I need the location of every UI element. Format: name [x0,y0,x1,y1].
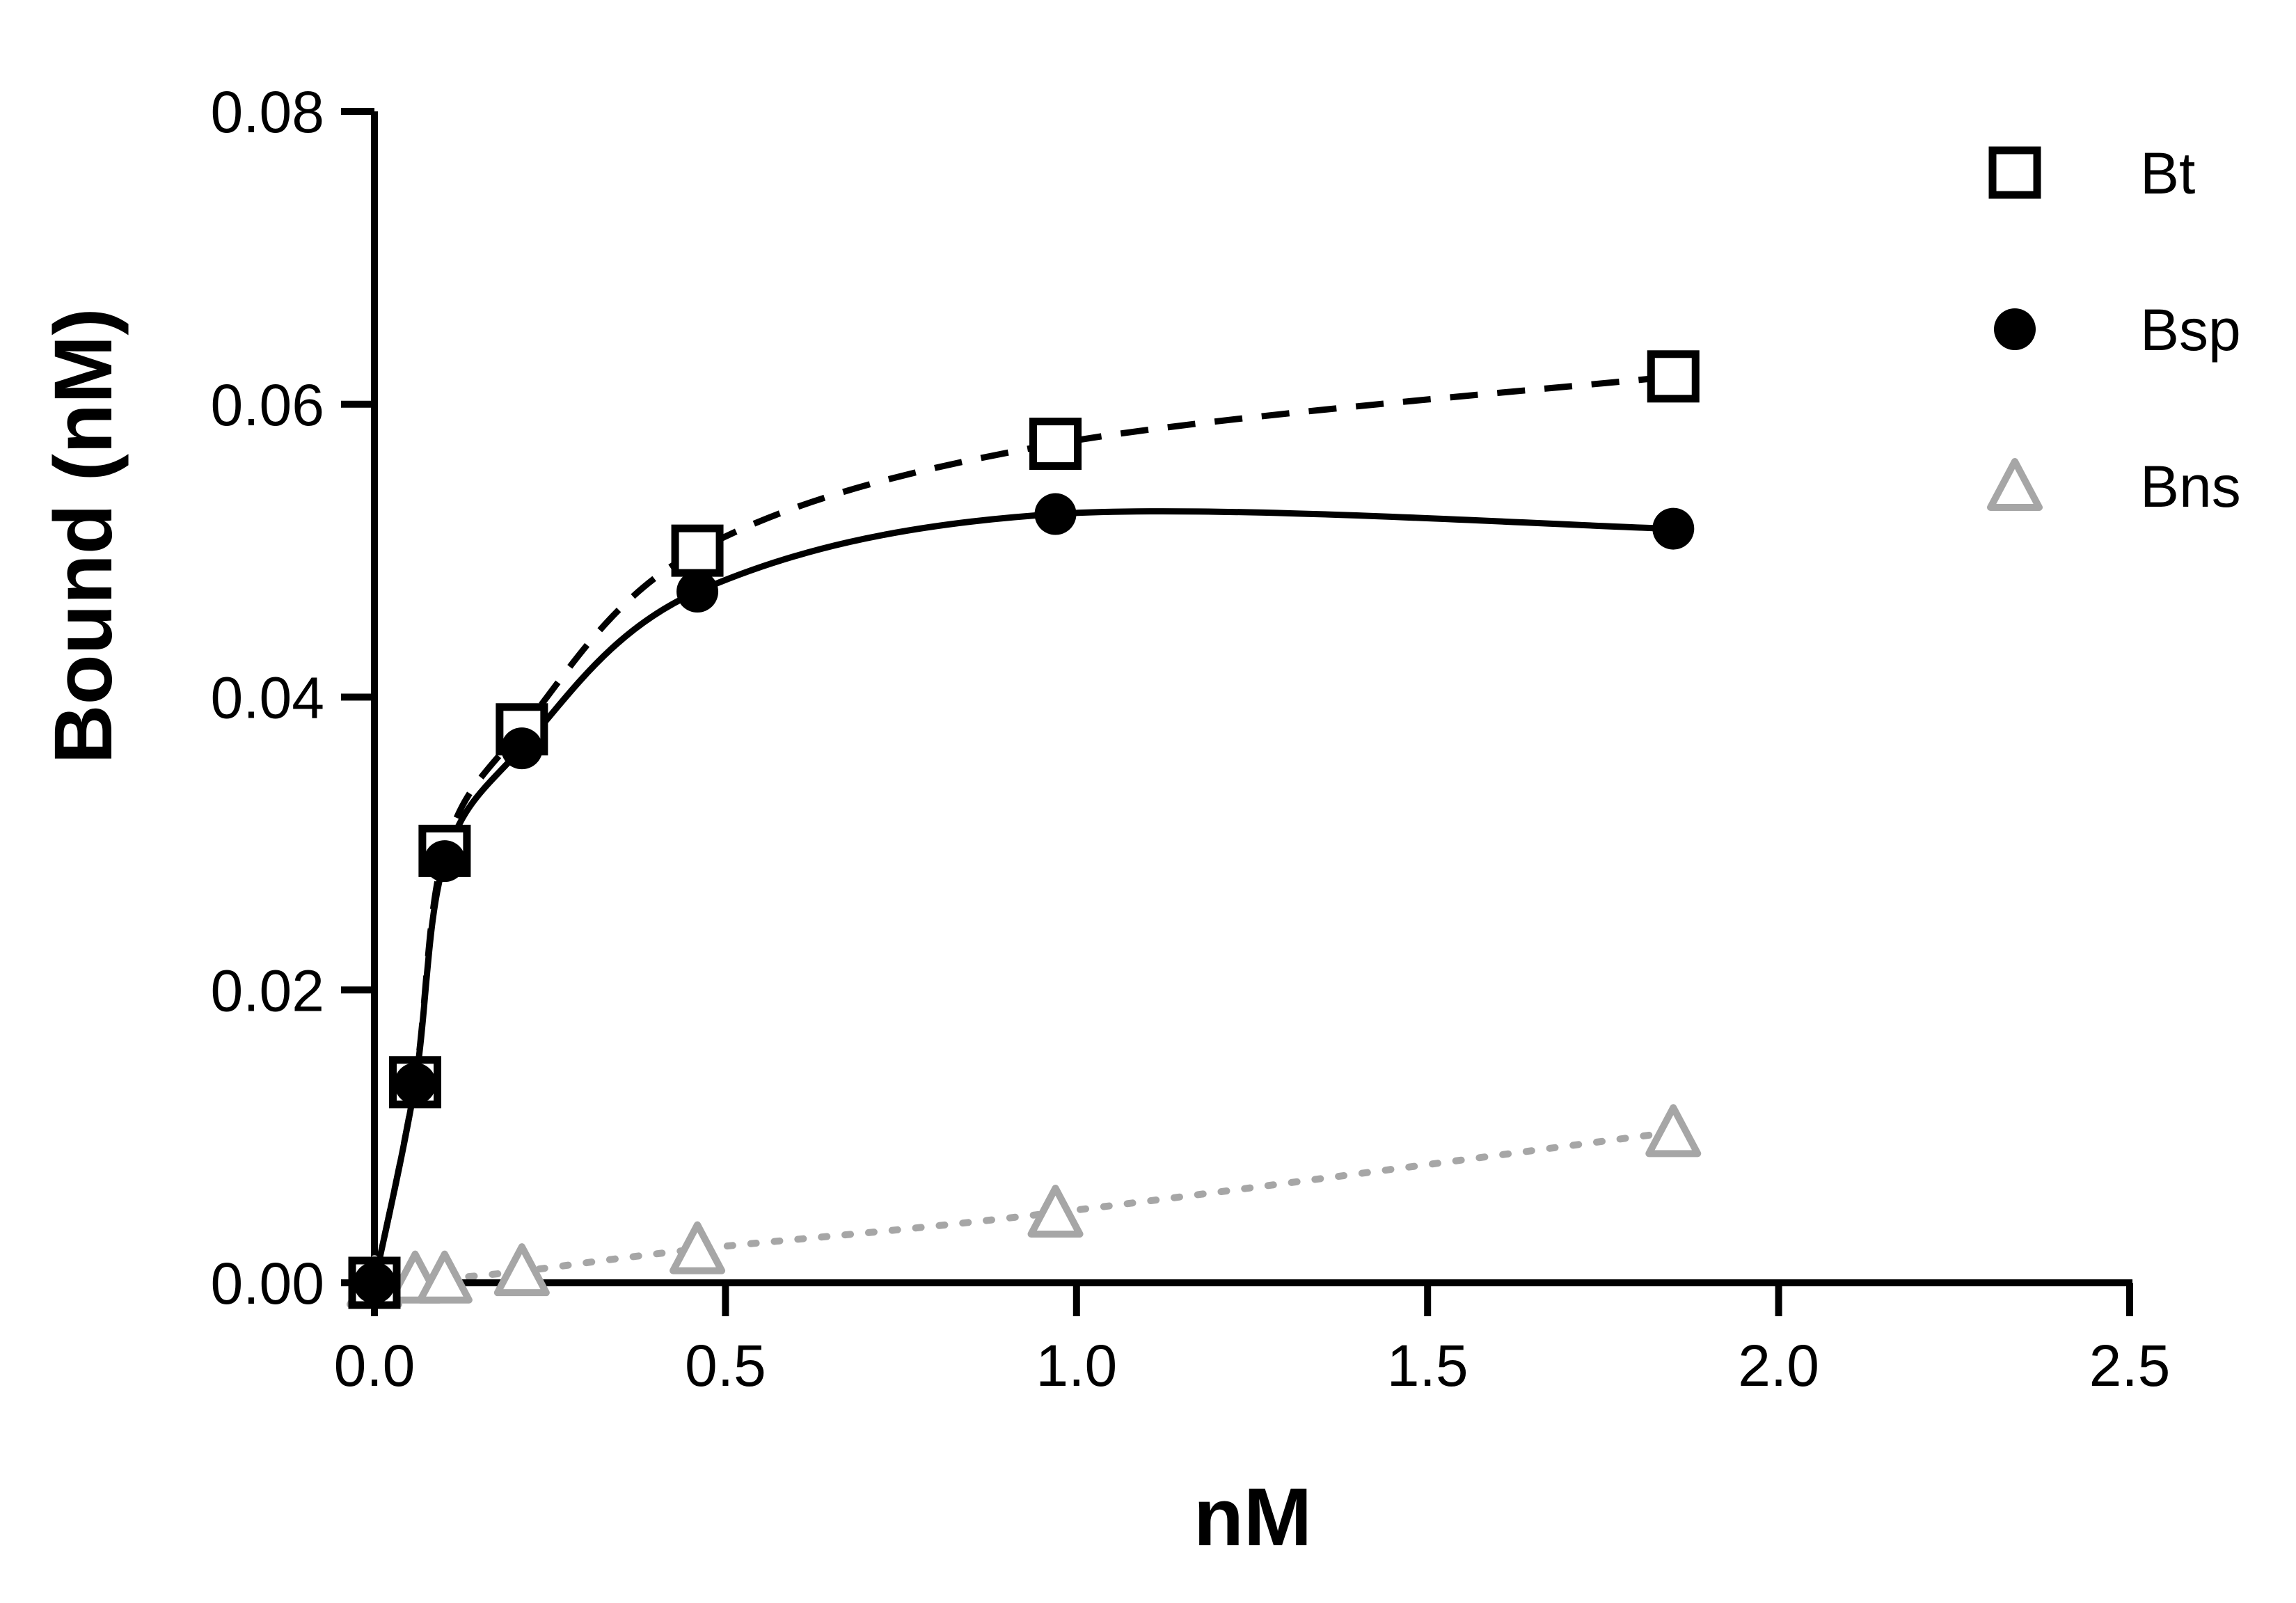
fit-line-bt [371,373,1674,1284]
axes: 0.0 0.5 1.0 1.5 2.0 2.5 0.00 0.02 0.04 0.06 0.08 [211,79,2171,1398]
legend-marker-bt [1988,146,2041,199]
data-points [347,350,1702,1309]
legend-label-bt: Bt [2140,141,2195,206]
data-point-bns [670,1221,726,1274]
fit-line-bsp [371,508,1677,1286]
data-point-bt [1029,418,1082,471]
data-point-bsp [1034,493,1077,535]
y-tick-label: 0.08 [211,79,325,145]
legend-label-bns: Bns [2140,454,2241,519]
x-tick-label: 1.0 [1036,1333,1117,1398]
y-tick-label: 0.02 [211,958,325,1023]
data-point-bsp [354,1262,395,1304]
x-axis-title: nM [1194,1471,1312,1563]
fit-line-bns [371,1128,1677,1286]
data-point-bns [1027,1185,1084,1238]
x-tick-label: 2.0 [1738,1333,1819,1398]
legend: Bt Bsp Bns [1987,141,2241,519]
legend-marker-bsp [1994,308,2036,350]
x-tick-label: 0.0 [334,1333,415,1398]
legend-label-bsp: Bsp [2140,297,2241,363]
fit-curves [371,373,1677,1286]
x-tick-label: 1.5 [1387,1333,1468,1398]
y-tick-label: 0.00 [211,1251,325,1316]
y-tick-label: 0.04 [211,665,325,731]
x-tick-label: 2.5 [2089,1333,2171,1398]
data-point-bsp [1652,507,1695,550]
data-point-bsp [423,840,466,883]
data-point-bns [1645,1104,1702,1158]
y-axis-title: Bound (nM) [38,308,129,764]
data-point-bsp [500,727,543,770]
data-point-bsp [394,1062,436,1105]
data-point-bt [1647,350,1700,403]
data-point-bsp [676,571,719,613]
data-point-bns [416,1250,473,1304]
data-point-bt [671,524,724,577]
y-tick-label: 0.06 [211,372,325,438]
legend-marker-bns [1987,458,2043,511]
data-point-bns [493,1243,550,1297]
x-tick-label: 0.5 [685,1333,766,1398]
